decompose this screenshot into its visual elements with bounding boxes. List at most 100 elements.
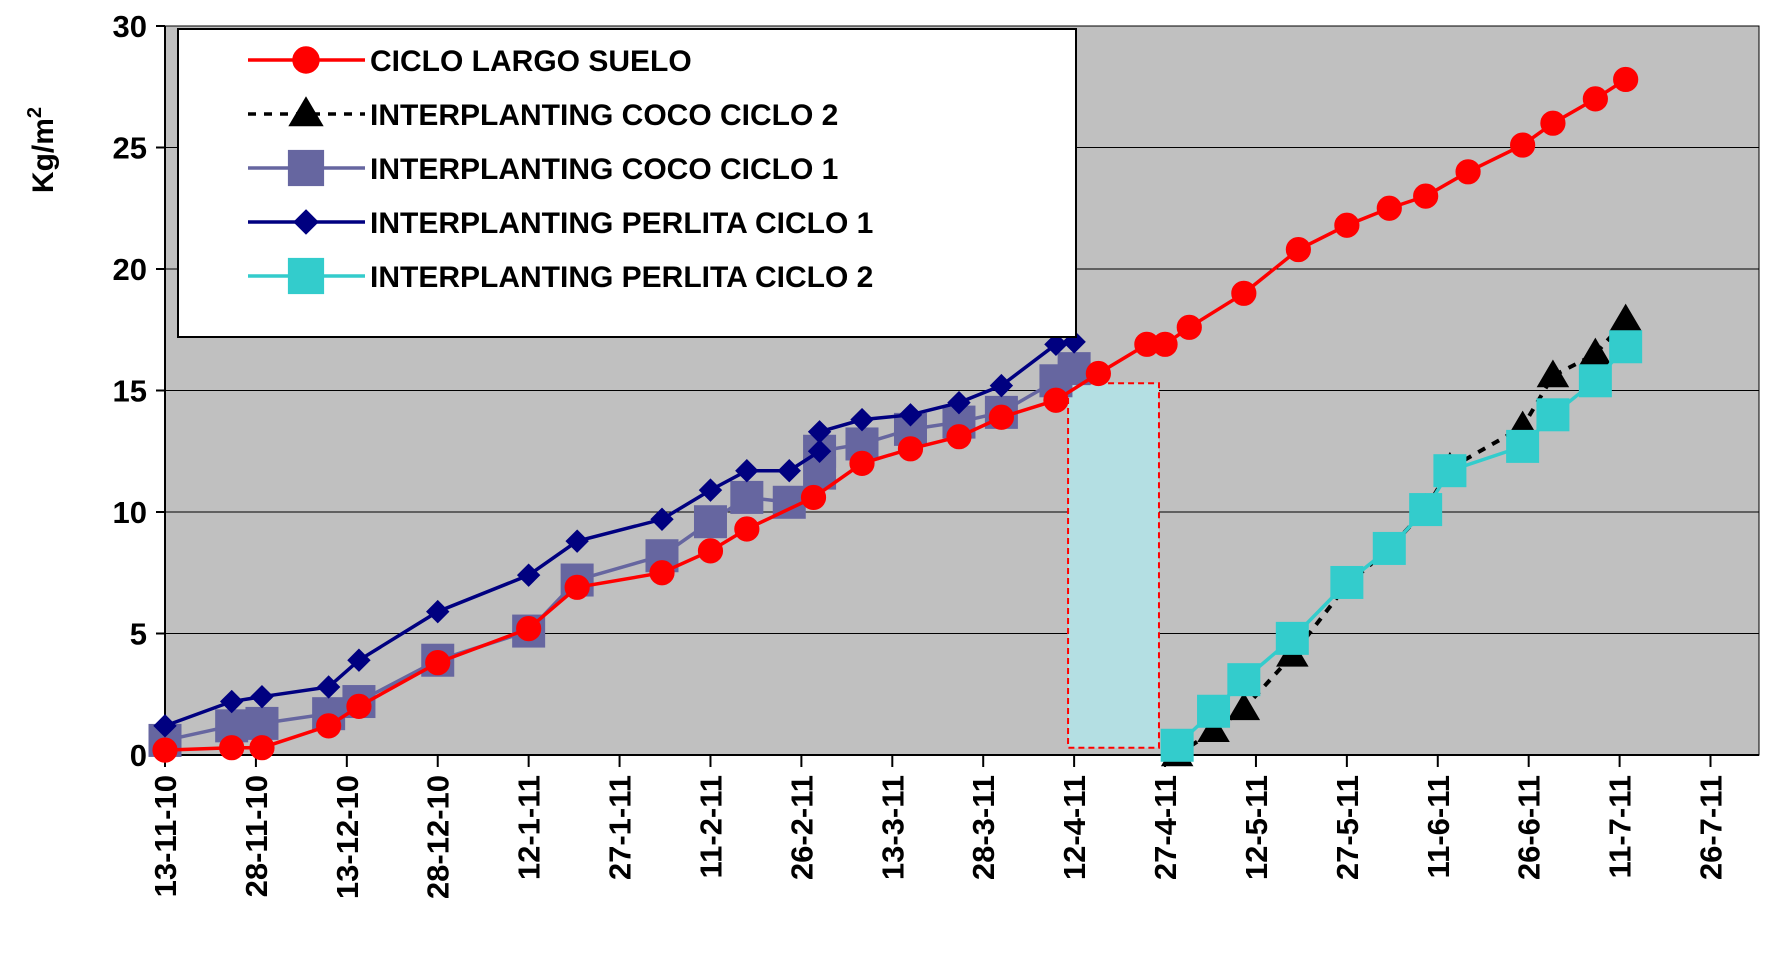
data-point [347, 648, 371, 672]
series-1 [152, 66, 1639, 763]
data-point [1227, 663, 1261, 697]
data-point [346, 693, 372, 720]
data-point [288, 96, 324, 127]
legend-label: INTERPLANTING COCO CICLO 1 [370, 153, 838, 186]
legend-item: CICLO LARGO SUELO [248, 45, 692, 78]
x-tick-label: 11-6-11 [1421, 775, 1456, 878]
legend-item: INTERPLANTING COCO CICLO 2 [248, 96, 838, 132]
data-point [1231, 280, 1257, 306]
data-point [564, 574, 590, 600]
data-point [698, 478, 723, 502]
data-point [1330, 565, 1364, 599]
data-point [316, 713, 342, 739]
data-point [219, 689, 244, 714]
data-point [1044, 332, 1068, 357]
data-point [1433, 454, 1467, 488]
legend-label: CICLO LARGO SUELO [370, 45, 692, 78]
data-point [516, 616, 542, 642]
x-tick-label: 27-4-11 [1148, 775, 1183, 880]
x-tick-label: 11-7-11 [1603, 775, 1638, 878]
data-point [1540, 110, 1566, 136]
data-point [947, 390, 971, 415]
series-group [148, 66, 1643, 767]
x-tick-label: 28-3-11 [966, 775, 1001, 880]
highlight-band [1067, 382, 1160, 749]
data-point [693, 505, 727, 539]
data-point [249, 735, 275, 761]
x-tick-label: 27-1-11 [603, 775, 638, 880]
data-point [1057, 352, 1091, 386]
data-point [898, 403, 923, 427]
y-axis-label-text: Kg/m [27, 118, 60, 193]
data-point [1227, 692, 1261, 721]
x-tick-label: 13-3-11 [875, 775, 910, 880]
data-point [153, 714, 177, 738]
data-point [292, 46, 320, 74]
data-point [1578, 364, 1612, 398]
data-point [777, 458, 801, 483]
data-point [1285, 236, 1311, 263]
x-tick-label: 26-7-11 [1694, 775, 1729, 880]
data-point [1409, 493, 1443, 527]
data-point [946, 424, 972, 450]
y-tick-label: 25 [113, 131, 147, 166]
y-tick-label: 0 [130, 738, 147, 773]
x-tick-label: 13-11-10 [148, 775, 183, 897]
y-tick-label: 15 [113, 374, 147, 409]
series-5 [1160, 330, 1643, 762]
x-tick-label: 11-2-11 [693, 775, 728, 878]
data-point [650, 507, 674, 531]
data-point [1510, 132, 1536, 158]
data-point [1609, 330, 1643, 364]
data-point [1455, 159, 1481, 185]
data-point [1275, 621, 1309, 655]
data-point [250, 684, 274, 709]
data-point [219, 735, 245, 761]
data-point [800, 484, 827, 511]
data-point [1160, 728, 1194, 762]
data-point [734, 516, 760, 542]
data-point [807, 420, 832, 444]
data-point [849, 450, 875, 476]
data-point [807, 439, 832, 463]
y-tick-label: 10 [113, 495, 147, 530]
x-tick-label: 12-4-11 [1057, 775, 1092, 880]
data-point [1152, 331, 1178, 357]
data-point [287, 149, 325, 187]
data-point [697, 538, 724, 564]
data-point [730, 480, 764, 514]
legend-item: INTERPLANTING PERLITA CICLO 2 [248, 257, 873, 295]
data-point [1582, 86, 1608, 112]
data-point [1506, 429, 1540, 463]
x-tick-label: 28-12-10 [421, 775, 456, 899]
data-point [649, 560, 675, 586]
legend-label: INTERPLANTING PERLITA CICLO 2 [370, 261, 873, 294]
data-point [1334, 212, 1360, 238]
data-point [897, 436, 924, 462]
x-tick-label: 28-11-10 [239, 775, 274, 897]
data-point [1197, 714, 1230, 742]
data-point [425, 650, 451, 676]
y-tick-label: 30 [113, 9, 147, 44]
legend-item: INTERPLANTING COCO CICLO 1 [248, 149, 838, 187]
x-tick-label: 12-5-11 [1239, 775, 1274, 880]
data-point [1197, 694, 1231, 728]
data-point [426, 599, 450, 624]
data-point [293, 209, 319, 235]
data-point [1043, 387, 1069, 413]
x-tick-label: 27-5-11 [1330, 775, 1365, 880]
x-tick-label: 26-2-11 [784, 775, 819, 880]
legend-label: INTERPLANTING COCO CICLO 2 [370, 99, 838, 132]
x-tick-label: 26-6-11 [1512, 775, 1547, 880]
legend-box [177, 28, 1077, 338]
data-point [988, 404, 1014, 430]
legend: CICLO LARGO SUELO INTERPLANTING COCO CICL… [177, 28, 1077, 338]
data-point [1376, 195, 1402, 221]
data-point [1536, 398, 1570, 432]
data-point [287, 257, 325, 295]
data-point [989, 373, 1014, 398]
legend-item: INTERPLANTING PERLITA CICLO 1 [248, 207, 873, 240]
data-point [735, 458, 759, 483]
y-axis-label: Kg/m2 [24, 107, 60, 193]
